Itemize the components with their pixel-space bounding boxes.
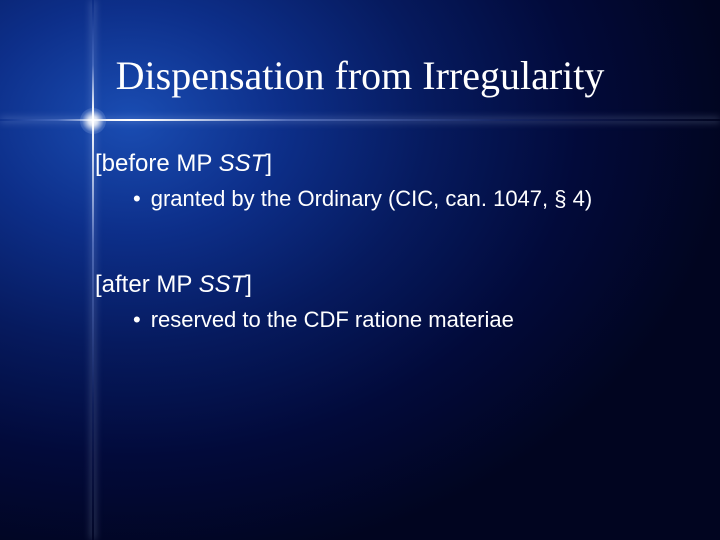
section-before-label: [before MP SST] [95, 150, 685, 178]
bullet-dot-icon: • [133, 184, 141, 215]
section-before-post: ] [265, 150, 272, 177]
bullet-after-text: reserved to the CDF ratione materiae [151, 305, 685, 335]
slide: Dispensation from Irregularity [before M… [0, 0, 720, 540]
section-after-post: ] [245, 271, 252, 298]
section-before-em: SST [219, 150, 266, 177]
section-after-em: SST [199, 271, 246, 298]
bullet-after: • reserved to the CDF ratione materiae [133, 305, 685, 336]
section-gap [95, 219, 685, 271]
slide-content: [before MP SST] • granted by the Ordinar… [95, 150, 685, 340]
bullet-before-text: granted by the Ordinary (CIC, can. 1047,… [151, 184, 685, 214]
flare-horizontal [0, 119, 720, 121]
slide-title: Dispensation from Irregularity [0, 52, 720, 99]
bullet-dot-icon: • [133, 305, 141, 336]
bullet-before: • granted by the Ordinary (CIC, can. 104… [133, 184, 685, 215]
section-after-pre: [after MP [95, 271, 199, 298]
section-after-label: [after MP SST] [95, 271, 685, 299]
flare-center-glow [80, 108, 106, 134]
section-before-pre: [before MP [95, 150, 219, 177]
